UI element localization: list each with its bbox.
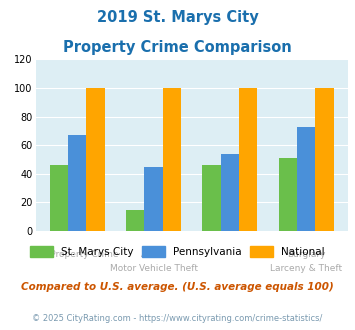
Text: © 2025 CityRating.com - https://www.cityrating.com/crime-statistics/: © 2025 CityRating.com - https://www.city… (32, 314, 323, 323)
Bar (86, 88, 105, 231)
Bar (279, 158, 297, 231)
Text: Motor Vehicle Theft: Motor Vehicle Theft (110, 264, 197, 273)
Bar (239, 88, 257, 231)
Bar (68, 135, 86, 231)
Text: 2019 St. Marys City: 2019 St. Marys City (97, 10, 258, 25)
Bar (50, 165, 68, 231)
Bar (221, 154, 239, 231)
Bar (315, 88, 334, 231)
Bar (202, 165, 221, 231)
Bar (126, 210, 144, 231)
Bar (144, 167, 163, 231)
Text: Larceny & Theft: Larceny & Theft (270, 264, 342, 273)
Text: Burglary: Burglary (287, 250, 326, 259)
Text: Property Crime Comparison: Property Crime Comparison (63, 40, 292, 54)
Legend: St. Marys City, Pennsylvania, National: St. Marys City, Pennsylvania, National (30, 246, 325, 257)
Text: Compared to U.S. average. (U.S. average equals 100): Compared to U.S. average. (U.S. average … (21, 282, 334, 292)
Bar (297, 127, 315, 231)
Bar (163, 88, 181, 231)
Text: Arson: Arson (141, 250, 166, 259)
Text: All Property Crime: All Property Crime (36, 250, 119, 259)
